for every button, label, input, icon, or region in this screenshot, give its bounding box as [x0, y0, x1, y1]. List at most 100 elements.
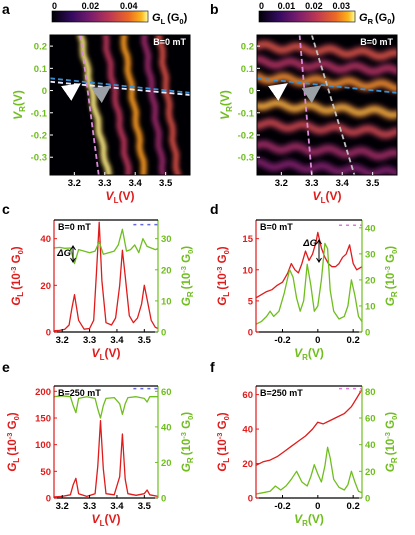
- label-part: G: [181, 463, 193, 472]
- label-part: V: [106, 189, 115, 203]
- y-left-tick-label: 0: [46, 494, 51, 505]
- label-part: R: [18, 106, 27, 112]
- label-part: ): [385, 412, 397, 416]
- guide-line: [310, 35, 356, 175]
- y-right-tick-label: 10: [161, 296, 172, 307]
- y-right-tick-label: 20: [161, 265, 172, 276]
- label-part: (V): [325, 189, 341, 203]
- label-part: R: [302, 353, 308, 362]
- x-tick-label: 0: [315, 335, 320, 346]
- delta-arrowhead: [316, 239, 322, 245]
- y-right-tick-label: 40: [365, 223, 376, 234]
- label-part: G: [7, 463, 19, 472]
- label-part: ): [385, 246, 397, 250]
- x-tick-label: 3.5: [138, 335, 152, 346]
- series-GR-line: [53, 395, 158, 419]
- x-tick-label: 3.4: [129, 178, 143, 189]
- label-part: ): [7, 412, 19, 416]
- label-part: 0: [12, 416, 21, 420]
- label-part: (V): [308, 512, 324, 526]
- plot-area: [54, 220, 158, 332]
- label-part: 0: [16, 250, 25, 254]
- pointer-arrow: [60, 83, 81, 101]
- x-tick-label: 0.2: [347, 501, 360, 512]
- label-part: (10: [217, 273, 229, 290]
- y-right-tick-label: 40: [161, 422, 172, 433]
- label-part: L: [100, 519, 105, 528]
- label-part: V: [11, 111, 25, 120]
- panel-a-axes: 3.2 3.3 3.4 3.50.20.10-0.1-0.2-0.3VL(V)VR(V…: [11, 34, 191, 205]
- label-part: G: [181, 297, 193, 306]
- x-tick-label: 3.3: [83, 501, 96, 512]
- y-right-tick-label: 20: [365, 275, 376, 286]
- delta-arrowhead: [70, 257, 76, 263]
- label-part: (G: [167, 12, 179, 24]
- label-part: G: [385, 420, 397, 432]
- panel-a-ridges: [77, 35, 182, 175]
- panel-a-arrows: [60, 83, 112, 104]
- label-part: V: [294, 512, 303, 526]
- colorbar-tick-label: 0.02: [305, 1, 323, 11]
- label-part: -3: [383, 432, 392, 439]
- label-part: -3: [215, 433, 224, 440]
- panel-b-ridges: [257, 40, 397, 175]
- colorbar-label: GL (G0): [152, 12, 188, 26]
- y-left-tick-label: 0: [248, 328, 253, 339]
- panel-a-field-annotation: B=0 mT: [153, 37, 186, 47]
- y-left-tick-label: 60: [242, 390, 253, 401]
- colorbar-gradient: [258, 10, 356, 23]
- field-annotation: B=250 mT: [260, 388, 303, 398]
- y-tick-label: -0.3: [238, 153, 254, 164]
- label-part: 0: [186, 416, 195, 420]
- panel-b-guide-lines: [257, 35, 397, 175]
- ridge-core: [257, 120, 397, 137]
- label-part: G: [359, 12, 368, 24]
- y-tick-label: -0.1: [31, 108, 48, 119]
- series-GR-line: [255, 446, 363, 495]
- field-annotation: B=250 mT: [58, 388, 101, 398]
- label-part: V: [218, 111, 232, 120]
- label-part: -3: [383, 266, 392, 273]
- label-part: G: [217, 463, 229, 472]
- x-tick-label: 3.2: [56, 501, 69, 512]
- panel-b-heatmap: B=0 mT 3.2 3.3 3.4 3.50.20.10-0.1-0.2-0.3VL…: [218, 1, 398, 205]
- label-part: -3: [179, 266, 188, 273]
- field-annotation: B=0 mT: [260, 222, 293, 232]
- label-part: L: [161, 17, 166, 26]
- x-tick-label: 3.3: [98, 178, 111, 189]
- pointer-arrow: [267, 83, 288, 101]
- series-GR-line: [255, 242, 363, 325]
- label-part: ): [181, 246, 193, 250]
- label-part: -3: [215, 267, 224, 274]
- ridge-core: [142, 35, 164, 175]
- y-tick-label: -0.2: [31, 131, 47, 142]
- y-axis-label: VR(V): [218, 90, 234, 120]
- y-left-axis-label: GL(10-3 G0): [215, 246, 231, 305]
- label-part: G: [385, 254, 397, 266]
- label-part: (10: [385, 439, 397, 456]
- label-part: L: [12, 458, 21, 463]
- y-right-axis-label: GR(10-3 G0): [383, 412, 399, 472]
- label-part: V: [313, 189, 322, 203]
- y-left-axis-label: GL(10-3 G0): [9, 246, 25, 305]
- x-tick-label: 0: [315, 501, 320, 512]
- label-part: ): [181, 412, 193, 416]
- label-part: R: [302, 519, 308, 528]
- label-part: V: [92, 512, 101, 526]
- label-part: (10: [181, 273, 193, 290]
- plot-frame: [49, 34, 191, 176]
- y-right-tick-label: 30: [365, 249, 376, 260]
- label-part: V: [294, 346, 303, 360]
- y-right-tick-label: 40: [365, 440, 376, 451]
- x-tick-label: -0.2: [274, 335, 290, 346]
- series-GL-line: [53, 420, 159, 498]
- label-part: 0: [179, 17, 183, 26]
- y-tick-label: -0.3: [31, 153, 47, 164]
- x-tick-label: 3.5: [138, 501, 152, 512]
- panel-letter-e: e: [2, 359, 10, 375]
- colorbar-tick-label: 0: [259, 1, 264, 11]
- panel-letter-a: a: [2, 1, 10, 17]
